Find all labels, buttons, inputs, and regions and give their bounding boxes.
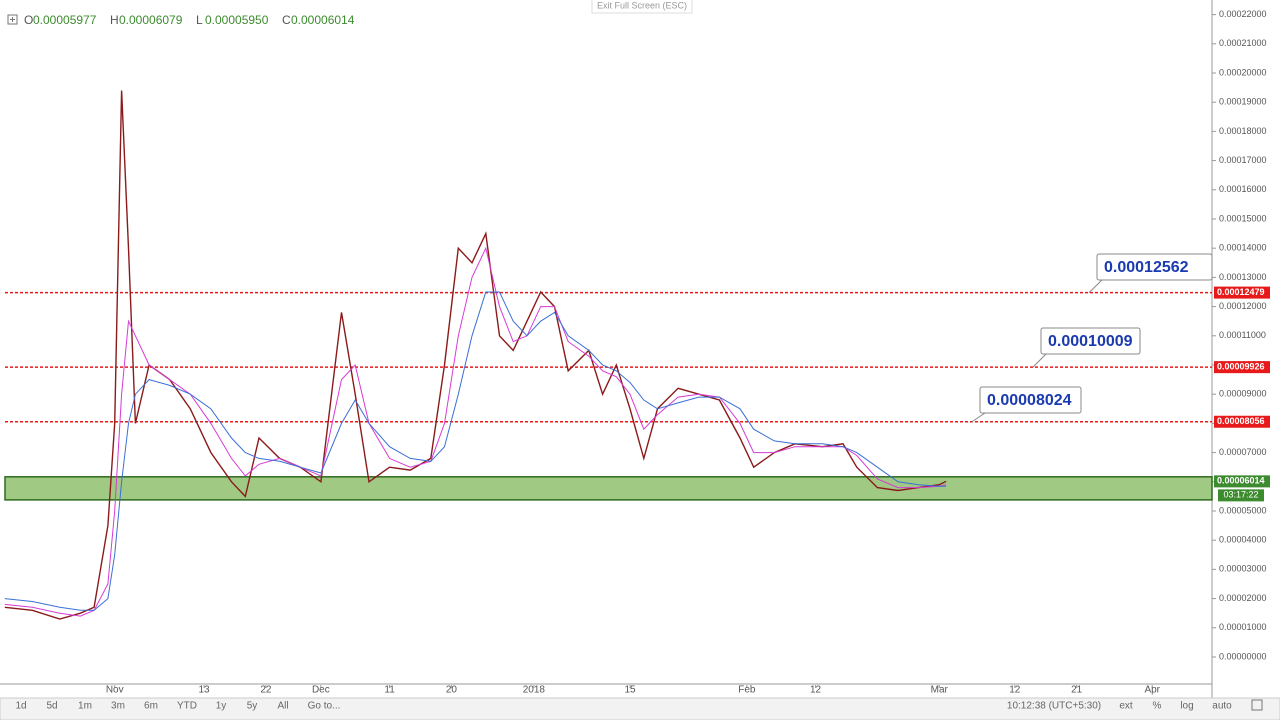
y-tick-label: 0.00021000 xyxy=(1219,38,1267,48)
option-button[interactable]: auto xyxy=(1212,701,1232,712)
collapse-icon-plus[interactable] xyxy=(10,17,15,22)
price-series xyxy=(4,246,947,617)
option-button[interactable]: ext xyxy=(1119,701,1133,712)
settings-icon[interactable] xyxy=(1251,699,1263,711)
ohlc-key: L xyxy=(196,13,203,27)
price-label-bg xyxy=(1214,415,1270,428)
y-tick-label: 0.00012000 xyxy=(1219,301,1267,311)
x-tick-label: 13 xyxy=(198,685,210,696)
y-tick-label: 0.00022000 xyxy=(1219,9,1267,19)
ohlc-key: O xyxy=(24,13,33,27)
exit-fullscreen[interactable] xyxy=(591,0,693,14)
callout-box xyxy=(1096,253,1213,281)
option-button[interactable]: log xyxy=(1180,701,1193,712)
price-series xyxy=(4,90,947,620)
range-button[interactable]: Go to... xyxy=(308,701,341,712)
x-tick-label: 20 xyxy=(446,685,458,696)
callout-text: 0.00008024 xyxy=(987,392,1072,409)
x-tick-label: 12 xyxy=(1009,685,1021,696)
y-tick-label: 0.00020000 xyxy=(1219,67,1267,77)
exit-fullscreen-label[interactable]: Exit Full Screen (ESC) xyxy=(597,0,687,10)
x-tick-label: Feb xyxy=(738,685,756,696)
range-button[interactable]: 1y xyxy=(216,701,227,712)
range-button[interactable]: 1m xyxy=(78,701,92,712)
y-tick-label: 0.00009000 xyxy=(1219,389,1267,399)
range-button[interactable]: YTD xyxy=(177,701,197,712)
option-button[interactable]: % xyxy=(1153,701,1162,712)
x-tick-label: 12 xyxy=(810,685,822,696)
ohlc-key: C xyxy=(282,13,291,27)
y-tick-label: 0.00002000 xyxy=(1219,593,1267,603)
y-tick-label: 0.00019000 xyxy=(1219,97,1267,107)
ohlc-value: 0.00005950 xyxy=(205,13,269,27)
price-label: 0.00008056 xyxy=(1217,416,1265,426)
price-label-bg xyxy=(1214,361,1270,374)
callout-box xyxy=(1040,327,1141,355)
x-tick-label: Dec xyxy=(312,685,330,696)
x-tick-label: 15 xyxy=(624,685,636,696)
y-tick-label: 0.00013000 xyxy=(1219,272,1267,282)
y-tick-label: 0.00004000 xyxy=(1219,535,1267,545)
y-tick-label: 0.00003000 xyxy=(1219,564,1267,574)
y-tick-label: 0.00005000 xyxy=(1219,505,1267,515)
price-label-bg xyxy=(1214,286,1270,299)
x-tick-label: Apr xyxy=(1144,685,1160,696)
support-zone xyxy=(4,476,1213,501)
price-series xyxy=(4,291,947,611)
y-tick-label: 0.00015000 xyxy=(1219,213,1267,223)
y-tick-label: 0.00000000 xyxy=(1219,651,1267,661)
range-button[interactable]: 5d xyxy=(46,701,57,712)
ohlc-value: 0.00006014 xyxy=(291,13,355,27)
countdown-bg xyxy=(1218,489,1264,502)
x-tick-label: 11 xyxy=(384,685,395,696)
price-label: 0.00009926 xyxy=(1217,362,1265,372)
ohlc-value: 0.00006079 xyxy=(119,13,183,27)
callout-text: 0.00010009 xyxy=(1048,333,1133,350)
range-button[interactable]: 5y xyxy=(247,701,258,712)
callout-text: 0.00012562 xyxy=(1104,259,1189,276)
y-tick-label: 0.00016000 xyxy=(1219,184,1267,194)
y-tick-label: 0.00018000 xyxy=(1219,126,1267,136)
callout-pointer xyxy=(971,412,986,423)
y-tick-label: 0.00017000 xyxy=(1219,155,1267,165)
y-tick-label: 0.00001000 xyxy=(1219,622,1267,632)
range-button[interactable]: All xyxy=(277,701,288,712)
x-tick-label: 2018 xyxy=(523,685,546,696)
countdown: 03:17:22 xyxy=(1223,490,1258,500)
callout-box xyxy=(979,386,1082,414)
ohlc-value: 0.00005977 xyxy=(33,13,97,27)
x-tick-label: 22 xyxy=(260,685,272,696)
callout-pointer xyxy=(1088,279,1103,293)
y-tick-label: 0.00007000 xyxy=(1219,447,1267,457)
price-label: 0.00012479 xyxy=(1217,287,1265,297)
range-button[interactable]: 6m xyxy=(144,701,158,712)
y-tick-label: 0.00011000 xyxy=(1219,330,1266,340)
collapse-icon[interactable] xyxy=(7,14,18,25)
x-tick-label: Mar xyxy=(931,685,949,696)
last-price-label: 0.00006014 xyxy=(1217,476,1265,486)
ohlc-key: H xyxy=(110,13,119,27)
x-tick-label: Nov xyxy=(106,685,124,696)
range-button[interactable]: 1d xyxy=(15,701,26,712)
last-price-bg xyxy=(1214,475,1270,488)
range-button[interactable]: 3m xyxy=(111,701,125,712)
y-tick-label: 0.00014000 xyxy=(1219,243,1267,253)
x-tick-label: 21 xyxy=(1071,685,1083,696)
clock: 10:12:38 (UTC+5:30) xyxy=(1007,701,1101,712)
callout-pointer xyxy=(1032,353,1047,368)
